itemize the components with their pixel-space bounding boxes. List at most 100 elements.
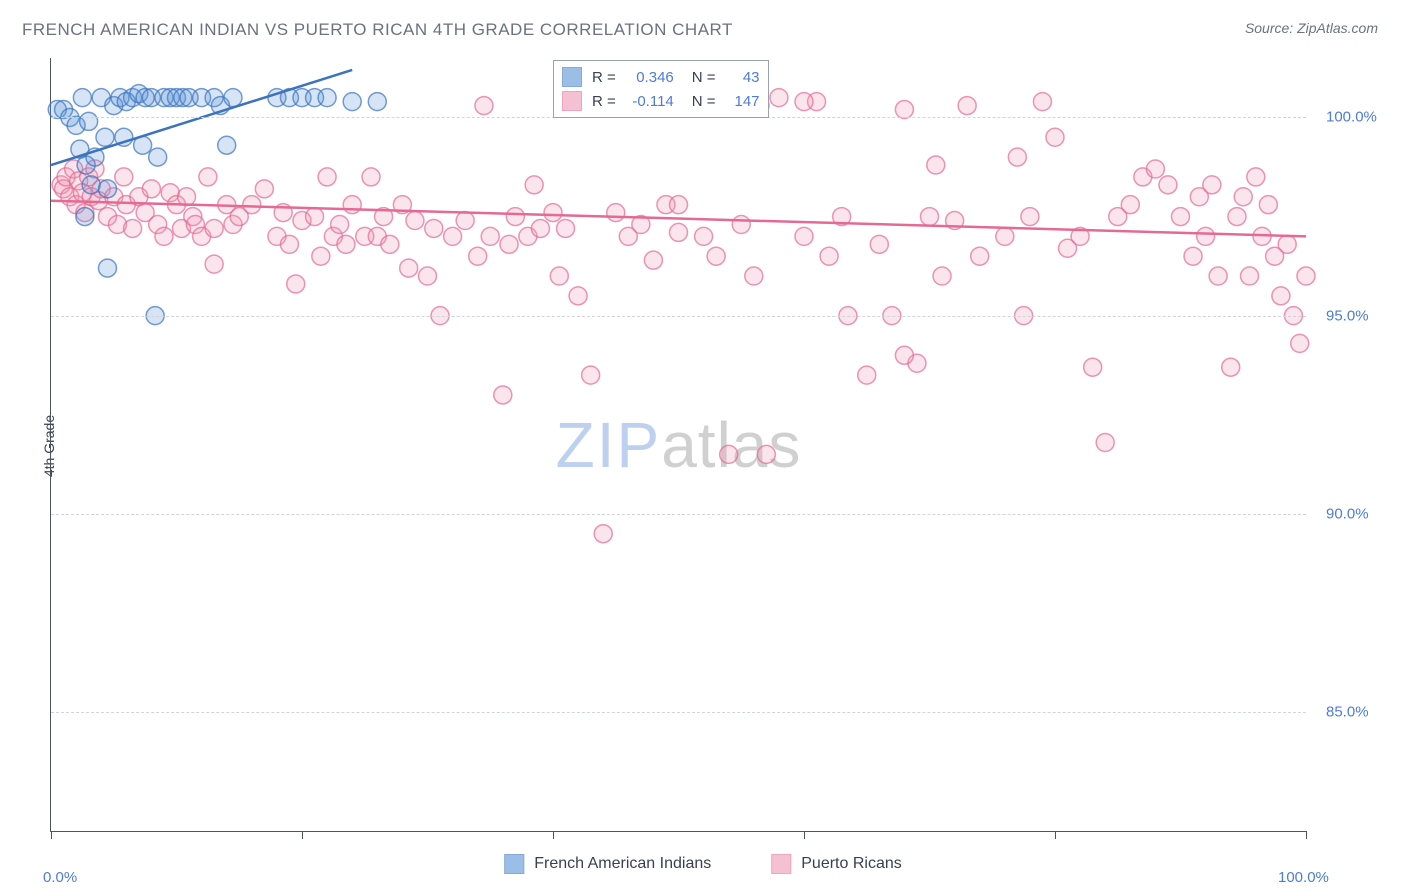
y-tick-label: 85.0%	[1326, 704, 1369, 721]
data-point	[544, 204, 562, 222]
data-point	[368, 93, 386, 111]
data-point	[1033, 93, 1051, 111]
data-point	[745, 267, 763, 285]
data-point	[76, 208, 94, 226]
data-point	[224, 89, 242, 107]
data-point	[306, 208, 324, 226]
x-tick-label: 100.0%	[1278, 869, 1329, 886]
data-point	[500, 235, 518, 253]
x-tick	[553, 831, 554, 839]
data-point	[73, 89, 91, 107]
data-point	[1272, 287, 1290, 305]
data-point	[870, 235, 888, 253]
source-link[interactable]: ZipAtlas.com	[1297, 20, 1378, 36]
data-point	[331, 215, 349, 233]
data-point	[381, 235, 399, 253]
data-point	[1234, 188, 1252, 206]
data-point	[1222, 358, 1240, 376]
data-point	[695, 227, 713, 245]
data-point	[481, 227, 499, 245]
data-point	[1247, 168, 1265, 186]
data-point	[243, 196, 261, 214]
legend-blue-label: French American Indians	[534, 855, 711, 873]
scatter-chart: ZIPatlas 85.0%90.0%95.0%100.0%0.0%100.0%…	[50, 58, 1306, 832]
x-tick	[51, 831, 52, 839]
data-point	[1008, 148, 1026, 166]
data-point	[115, 168, 133, 186]
data-point	[337, 235, 355, 253]
data-point	[1021, 208, 1039, 226]
data-point	[1096, 434, 1114, 452]
data-point	[205, 255, 223, 273]
data-point	[178, 188, 196, 206]
data-point	[582, 366, 600, 384]
data-point	[670, 196, 688, 214]
data-point	[205, 219, 223, 237]
data-point	[757, 445, 775, 463]
data-point	[770, 89, 788, 107]
data-point	[98, 259, 116, 277]
data-point	[1278, 235, 1296, 253]
data-point	[425, 219, 443, 237]
data-point	[98, 180, 116, 198]
r-label: R =	[592, 93, 616, 110]
data-point	[82, 176, 100, 194]
data-point	[996, 227, 1014, 245]
data-point	[475, 97, 493, 115]
data-point	[933, 267, 951, 285]
swatch-blue	[504, 854, 524, 874]
data-point	[644, 251, 662, 269]
data-point	[96, 128, 114, 146]
data-point	[199, 168, 217, 186]
data-point	[124, 219, 142, 237]
data-point	[142, 180, 160, 198]
n-label: N =	[692, 93, 716, 110]
data-point	[550, 267, 568, 285]
data-point	[895, 346, 913, 364]
data-point	[494, 386, 512, 404]
data-point	[1172, 208, 1190, 226]
data-point	[287, 275, 305, 293]
data-point	[1121, 196, 1139, 214]
legend-item-pink: Puerto Ricans	[771, 854, 902, 874]
source-attribution: Source: ZipAtlas.com	[1245, 20, 1378, 36]
data-point	[1046, 128, 1064, 146]
y-tick-label: 100.0%	[1326, 109, 1377, 126]
data-point	[1203, 176, 1221, 194]
x-tick	[1306, 831, 1307, 839]
data-point	[444, 227, 462, 245]
data-point	[406, 212, 424, 230]
data-point	[469, 247, 487, 265]
data-point	[506, 208, 524, 226]
data-point	[419, 267, 437, 285]
data-point	[155, 227, 173, 245]
swatch-pink	[771, 854, 791, 874]
data-point	[557, 219, 575, 237]
n-value: 43	[722, 69, 760, 86]
legend-pink-label: Puerto Ricans	[801, 855, 902, 873]
data-point	[318, 89, 336, 107]
data-point	[1209, 267, 1227, 285]
data-point	[255, 180, 273, 198]
data-point	[312, 247, 330, 265]
data-point	[795, 93, 813, 111]
data-point	[525, 176, 543, 194]
data-point	[343, 93, 361, 111]
data-point	[1159, 176, 1177, 194]
plot-svg	[51, 58, 1306, 831]
y-tick-label: 90.0%	[1326, 505, 1369, 522]
data-point	[732, 215, 750, 233]
data-point	[343, 196, 361, 214]
data-point	[1197, 227, 1215, 245]
n-value: 147	[722, 93, 760, 110]
x-tick	[1055, 831, 1056, 839]
data-point	[795, 227, 813, 245]
gridline	[51, 514, 1306, 515]
gridline	[51, 316, 1306, 317]
data-point	[531, 219, 549, 237]
chart-title: FRENCH AMERICAN INDIAN VS PUERTO RICAN 4…	[22, 20, 733, 40]
data-point	[820, 247, 838, 265]
source-prefix: Source:	[1245, 20, 1297, 36]
swatch-icon	[562, 67, 582, 87]
data-point	[607, 204, 625, 222]
